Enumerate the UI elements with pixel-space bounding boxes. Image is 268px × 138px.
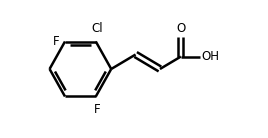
- Text: Cl: Cl: [91, 22, 103, 35]
- Text: F: F: [94, 103, 100, 116]
- Text: F: F: [53, 35, 59, 48]
- Text: OH: OH: [202, 50, 219, 63]
- Text: O: O: [176, 22, 185, 34]
